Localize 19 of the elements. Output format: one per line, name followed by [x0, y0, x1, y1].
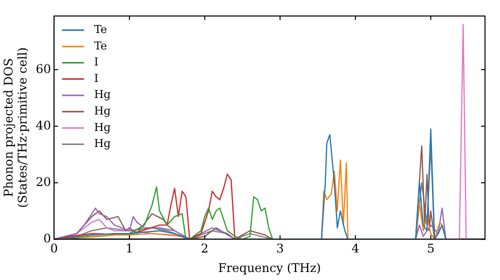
y-tick-label: 20	[36, 174, 52, 189]
legend-label: I	[94, 56, 98, 69]
legend-label: Hg	[94, 88, 111, 102]
y-tick-label: 60	[36, 62, 52, 76]
x-tick-label: 5	[426, 242, 435, 256]
x-tick-label: 4	[352, 242, 360, 256]
x-tick-label: 1	[126, 242, 134, 256]
x-tick-label: 2	[200, 242, 209, 256]
legend-label: I	[94, 72, 98, 85]
y-tick-label: 0	[43, 231, 52, 246]
legend-label: Hg	[94, 137, 111, 150]
legend-label: Hg	[94, 120, 111, 134]
x-tick-label: 3	[276, 242, 284, 256]
legend-label: Te	[94, 39, 108, 52]
x-axis-title: Frequency (THz)	[218, 260, 321, 275]
y-tick-label: 40	[36, 118, 52, 132]
y-axis-title: Phonon projected DOS (States/THz·primitive cell)	[1, 47, 30, 208]
legend-label: Te	[94, 23, 108, 36]
legend-label: Hg	[94, 104, 111, 118]
